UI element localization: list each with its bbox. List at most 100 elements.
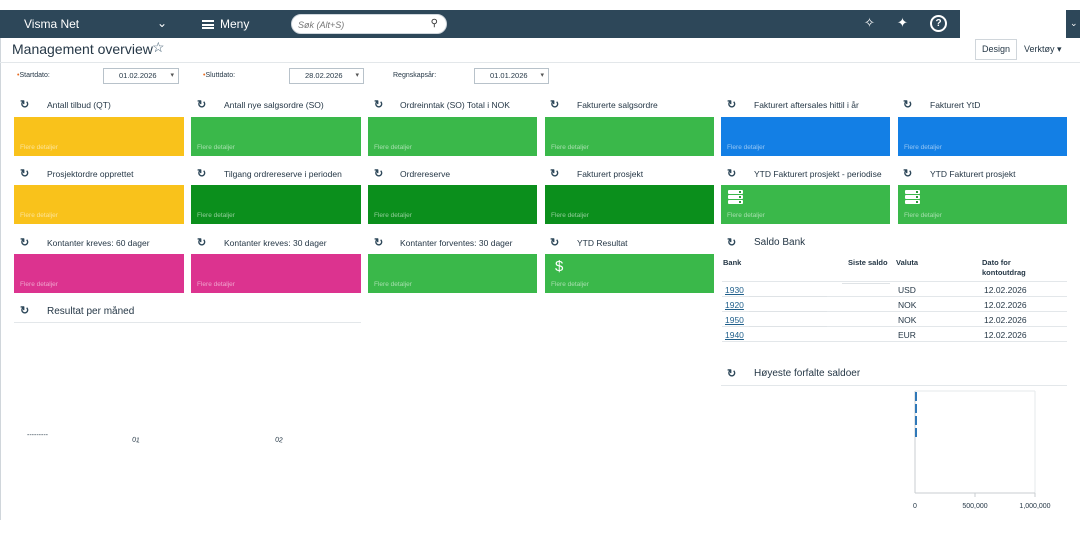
refresh-icon[interactable]: ↻ [20, 99, 30, 111]
search-icon[interactable]: ⚲ [430, 18, 438, 29]
tile-title: Antall nye salgsordre (SO) [224, 100, 324, 110]
refresh-icon[interactable]: ↻ [903, 99, 913, 111]
kpi-tile[interactable]: Flere detaljer [368, 185, 537, 224]
brand-name[interactable]: Visma Net [24, 17, 80, 31]
more-details-link[interactable]: Flere detaljer [551, 281, 589, 288]
search-input[interactable] [292, 16, 422, 34]
tile-title: Fakturert YtD [930, 100, 981, 110]
row-divider [722, 311, 1067, 312]
kpi-tile[interactable]: Flere detaljer [368, 254, 537, 293]
refresh-icon[interactable]: ↻ [550, 168, 560, 180]
kpi-tile[interactable]: Flere detaljer [368, 117, 537, 156]
refresh-icon[interactable]: ↻ [374, 237, 384, 249]
sluttdato-select[interactable]: 28.02.2026 ▾ [289, 68, 364, 84]
refresh-icon[interactable]: ↻ [197, 168, 207, 180]
kpi-tile[interactable]: Flere detaljer [191, 254, 361, 293]
refresh-icon[interactable]: ↻ [20, 305, 30, 317]
more-details-link[interactable]: Flere detaljer [904, 212, 942, 219]
more-details-link[interactable]: Flere detaljer [374, 212, 412, 219]
kpi-tile[interactable]: Flere detaljer [191, 117, 361, 156]
col-header-dato[interactable]: Dato for kontoutdrag [982, 258, 1026, 277]
kpi-tile[interactable]: Flere detaljer [721, 117, 890, 156]
refresh-icon[interactable]: ↻ [20, 237, 30, 249]
col-header-valuta[interactable]: Valuta [896, 258, 919, 267]
col-header-siste-saldo[interactable]: Siste saldo [848, 258, 888, 267]
kpi-tile[interactable]: Flere detaljer [14, 117, 184, 156]
resultat-title: Resultat per måned [47, 306, 135, 317]
more-details-link[interactable]: Flere detaljer [197, 144, 235, 151]
search-box[interactable]: ⚲ [291, 14, 447, 34]
refresh-icon[interactable]: ↻ [550, 99, 560, 111]
x-tick-label: 0 [913, 503, 917, 510]
refresh-icon[interactable]: ↻ [197, 99, 207, 111]
sluttdato-label: •Sluttdato: [203, 72, 236, 79]
tools-menu-button[interactable]: Verktøy ▾ [1024, 44, 1062, 54]
saldo-placeholder [749, 296, 827, 297]
more-details-link[interactable]: Flere detaljer [20, 281, 58, 288]
tile-title: Kontanter forventes: 30 dager [400, 238, 513, 248]
user-menu[interactable] [960, 10, 1066, 38]
kpi-tile[interactable]: Flere detaljer [14, 185, 184, 224]
refresh-icon[interactable]: ↻ [727, 168, 737, 180]
col-header-bank[interactable]: Bank [723, 258, 742, 267]
refresh-icon[interactable]: ↻ [550, 237, 560, 249]
kpi-tile[interactable]: Flere detaljer [898, 117, 1067, 156]
refresh-icon[interactable]: ↻ [903, 168, 913, 180]
more-details-link[interactable]: Flere detaljer [904, 144, 942, 151]
more-details-link[interactable]: Flere detaljer [374, 144, 412, 151]
sparkles-icon[interactable]: ✦ [897, 15, 908, 30]
kpi-tile[interactable]: Flere detaljer [14, 254, 184, 293]
help-icon[interactable]: ? [930, 15, 947, 32]
section-divider [14, 322, 361, 323]
valuta-cell: NOK [898, 315, 917, 325]
user-chevron-down-icon[interactable]: ⌄ [1070, 18, 1078, 28]
more-details-link[interactable]: Flere detaljer [727, 144, 765, 151]
refresh-icon[interactable]: ↻ [727, 368, 737, 380]
more-details-link[interactable]: Flere detaljer [727, 212, 765, 219]
refresh-icon[interactable]: ↻ [727, 237, 737, 249]
more-details-link[interactable]: Flere detaljer [374, 281, 412, 288]
menu-button[interactable]: Meny [202, 17, 249, 31]
saldo-placeholder [749, 311, 827, 312]
bank-account-link[interactable]: 1930 [725, 285, 744, 295]
row-divider [722, 341, 1067, 342]
kpi-tile[interactable]: Flere detaljer [545, 185, 714, 224]
saldo-bank-title: Saldo Bank [754, 237, 806, 248]
more-details-link[interactable]: Flere detaljer [20, 212, 58, 219]
x-tick-label: 02 [274, 436, 284, 445]
refresh-icon[interactable]: ↻ [727, 99, 737, 111]
top-navigation-bar: Visma Net ⌄ Meny ⚲ ✧ ✦ ? ⌄ [0, 10, 1080, 38]
tile-title: YTD Resultat [577, 238, 628, 248]
chart-legend-dash: --------- [27, 432, 48, 439]
bank-account-link[interactable]: 1920 [725, 300, 744, 310]
design-button[interactable]: Design [975, 39, 1017, 60]
kpi-tile[interactable]: $ Flere detaljer [545, 254, 714, 293]
refresh-icon[interactable]: ↻ [374, 168, 384, 180]
company-chevron-down-icon[interactable]: ⌄ [157, 16, 168, 30]
more-details-link[interactable]: Flere detaljer [197, 212, 235, 219]
bank-account-link[interactable]: 1950 [725, 315, 744, 325]
tile-title: Ordrereserve [400, 169, 451, 179]
refresh-icon[interactable]: ↻ [374, 99, 384, 111]
refresh-icon[interactable]: ↻ [197, 237, 207, 249]
more-details-link[interactable]: Flere detaljer [551, 144, 589, 151]
more-details-link[interactable]: Flere detaljer [20, 144, 58, 151]
more-details-link[interactable]: Flere detaljer [197, 281, 235, 288]
more-details-link[interactable]: Flere detaljer [551, 212, 589, 219]
bank-account-link[interactable]: 1940 [725, 330, 744, 340]
tile-title: Antall tilbud (QT) [47, 100, 111, 110]
regnskapsar-select[interactable]: 01.01.2026 ▾ [474, 68, 549, 84]
sparkle-assistant-icon[interactable]: ✧ [864, 15, 875, 30]
kpi-tile[interactable]: Flere detaljer [545, 117, 714, 156]
page-title: Management overview [12, 41, 153, 57]
favorite-star-icon[interactable]: ☆ [152, 39, 165, 55]
kpi-tile[interactable]: Flere detaljer [191, 185, 361, 224]
kpi-tile[interactable]: Flere detaljer [721, 185, 890, 224]
startdato-select[interactable]: 01.02.2026 ▾ [103, 68, 179, 84]
valuta-cell: NOK [898, 300, 917, 310]
kpi-tile[interactable]: Flere detaljer [898, 185, 1067, 224]
dato-cell: 12.02.2026 [984, 300, 1027, 310]
tile-title: Kontanter kreves: 30 dager [224, 238, 327, 248]
menu-label: Meny [220, 17, 250, 31]
refresh-icon[interactable]: ↻ [20, 168, 30, 180]
